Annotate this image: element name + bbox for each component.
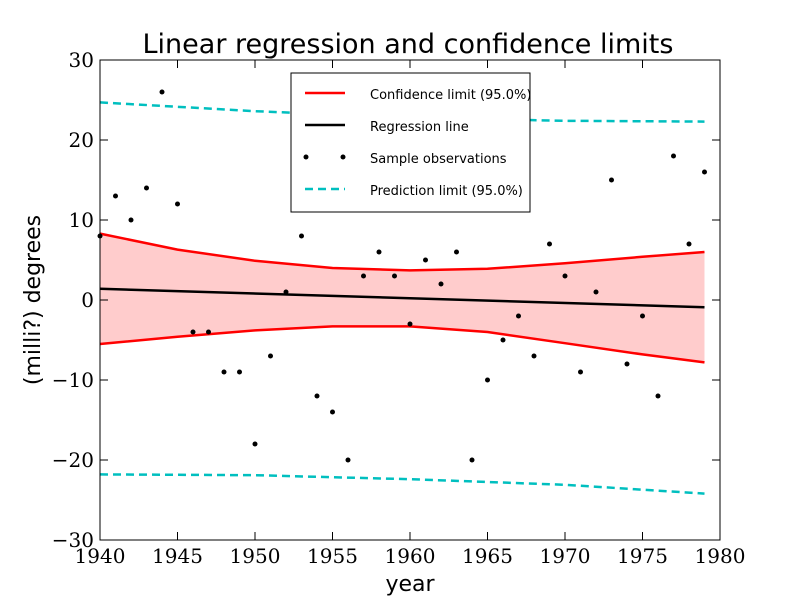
observation-point	[361, 273, 366, 279]
observation-point	[268, 353, 273, 359]
observation-point	[423, 257, 428, 263]
observation-point	[562, 273, 568, 279]
y-tick-label: 20	[69, 128, 94, 152]
observation-point	[175, 201, 180, 207]
observation-point	[237, 369, 242, 375]
observation-point	[113, 193, 118, 199]
observation-point	[655, 393, 661, 399]
observation-point	[206, 329, 211, 335]
legend-box	[290, 72, 531, 213]
observation-point	[609, 177, 614, 183]
observation-point	[686, 241, 692, 247]
observation-point	[640, 313, 645, 319]
legend-swatch-observation-b	[340, 154, 346, 160]
observation-point	[252, 441, 258, 447]
y-tick-label: −30	[52, 528, 94, 552]
chart-title: Linear regression and confidence limits	[143, 29, 674, 60]
observation-point	[221, 369, 227, 375]
legend-label-confidence: Confidence limit (95.0%)	[370, 88, 531, 103]
y-tick-label: −10	[52, 368, 94, 392]
prediction-upper-line	[99, 101, 705, 123]
y-tick-label: 30	[69, 48, 94, 72]
x-tick-label: 1980	[695, 544, 746, 568]
x-axis-label: year	[385, 572, 435, 597]
observation-point	[345, 457, 351, 463]
plot-area	[97, 89, 707, 495]
x-tick-label: 1960	[385, 544, 436, 568]
observation-point	[593, 289, 599, 295]
observation-point	[128, 217, 134, 223]
observation-point	[314, 393, 320, 399]
observation-point	[547, 241, 552, 247]
observation-point	[283, 289, 289, 295]
x-tick-label: 1945	[152, 544, 203, 568]
observation-point	[578, 369, 583, 375]
x-tick-label: 1965	[462, 544, 513, 568]
legend: Confidence limit (95.0%) Regression line…	[290, 72, 531, 213]
x-tick-label: 1940	[75, 544, 126, 568]
x-tick-label: 1955	[307, 544, 358, 568]
observation-point	[392, 273, 397, 279]
observation-point	[671, 153, 676, 159]
observation-point	[469, 457, 475, 463]
axis-ticks: 1940 1945 1950 1955 1960 1965 1970 1975 1980 −30 −…	[52, 48, 746, 568]
x-tick-label: 1975	[617, 544, 668, 568]
observation-point	[144, 185, 149, 191]
y-tick-label: −20	[52, 448, 94, 472]
confidence-upper-line	[99, 232, 705, 272]
legend-label-regression: Regression line	[370, 120, 469, 135]
observation-point	[624, 361, 630, 367]
y-tick-label: 0	[81, 288, 94, 312]
y-tick-label: 10	[69, 208, 94, 232]
legend-label-observations: Sample observations	[370, 152, 507, 167]
observation-point	[330, 409, 335, 415]
x-tick-label: 1970	[540, 544, 591, 568]
observation-point	[438, 281, 444, 287]
legend-swatch-observation-a	[303, 154, 309, 160]
observation-point	[516, 313, 521, 319]
observation-point	[407, 321, 413, 327]
observation-point	[159, 89, 165, 95]
y-axis-label: (milli?) degrees	[21, 215, 46, 385]
x-tick-label: 1950	[230, 544, 281, 568]
regression-line	[99, 287, 705, 309]
observation-point	[454, 249, 459, 255]
observation-point	[376, 249, 382, 255]
observation-point	[702, 169, 707, 175]
observation-point	[299, 233, 304, 239]
observation-point	[531, 353, 537, 359]
observation-point	[485, 377, 490, 383]
prediction-lower-line	[99, 473, 705, 495]
legend-label-prediction: Prediction limit (95.0%)	[370, 184, 523, 199]
observation-point	[190, 329, 196, 335]
observation-point	[500, 337, 506, 343]
